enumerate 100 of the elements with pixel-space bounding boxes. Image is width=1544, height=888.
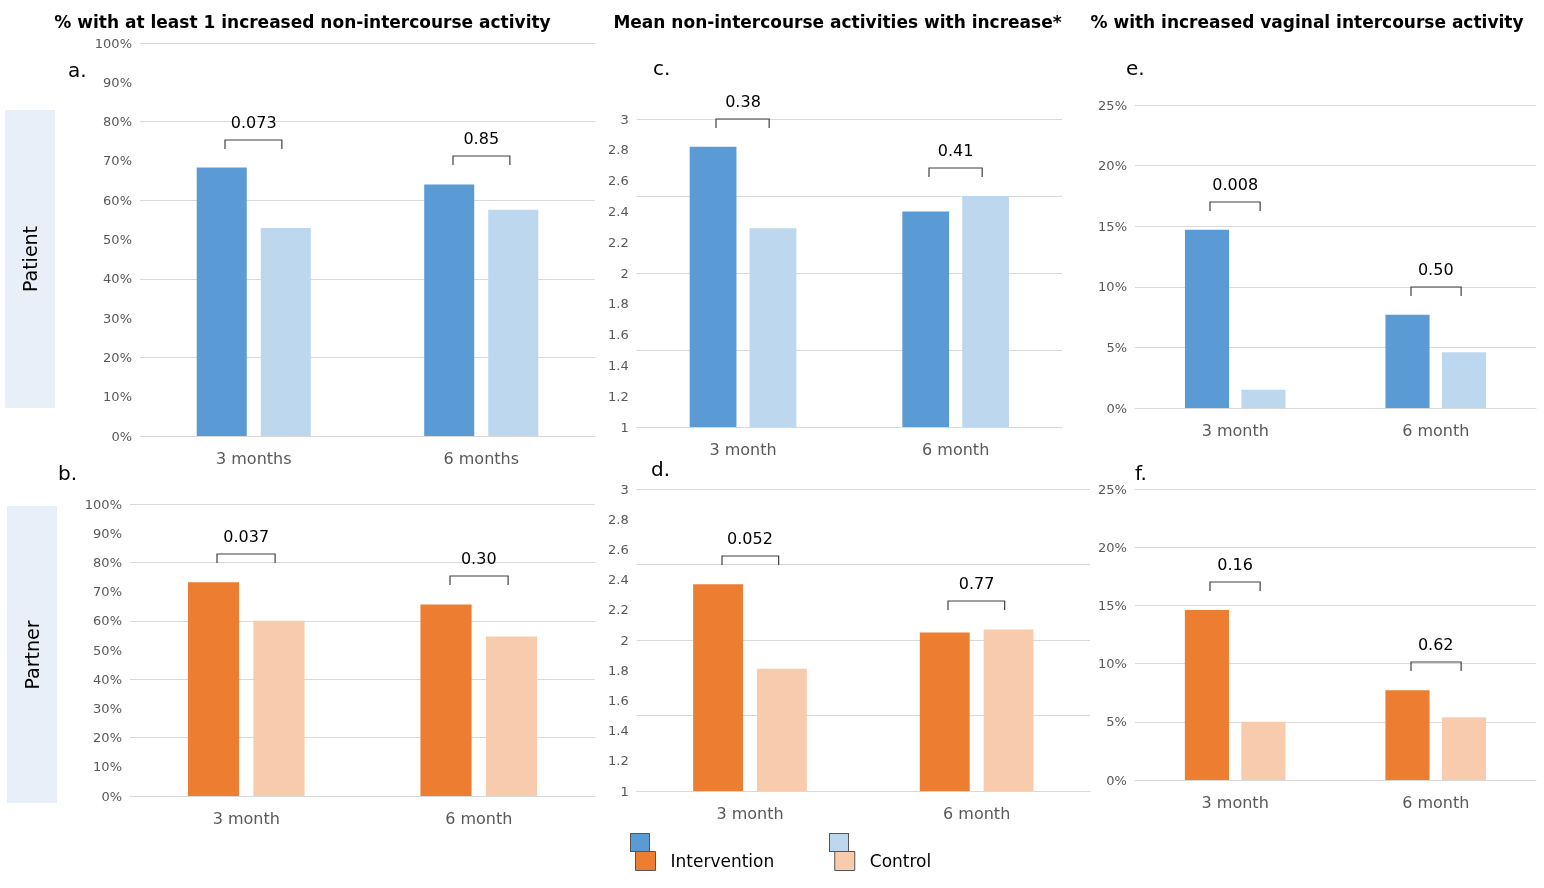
annotation: 0.16 xyxy=(1217,555,1253,575)
y-tick-label: 2.2 xyxy=(607,234,629,250)
y-tick-label: 1.6 xyxy=(607,327,629,343)
text: b. xyxy=(58,461,78,485)
chart-title: Mean non-intercourse activities with increase* xyxy=(613,11,1062,32)
y-tick-label: 1.6 xyxy=(607,692,629,708)
y-tick-label: 90% xyxy=(103,74,132,90)
y-tick-label: 50% xyxy=(93,642,122,658)
y-tick-label: 15% xyxy=(1098,218,1127,234)
y-tick-label: 70% xyxy=(93,584,122,600)
y-tick-label: 3 xyxy=(620,481,629,497)
y-tick-label: 5% xyxy=(1106,714,1127,730)
y-tick-label: 40% xyxy=(103,271,132,287)
annotation: 0.50 xyxy=(1417,259,1454,279)
y-tick-label: 30% xyxy=(93,700,122,716)
bar xyxy=(1385,690,1430,780)
text: f. xyxy=(1135,461,1147,485)
y-tick-label: 2.8 xyxy=(607,142,629,158)
y-tick-label: 2.4 xyxy=(607,572,629,588)
y-tick-label: 3 xyxy=(620,111,629,127)
x-tick-label: 3 month xyxy=(1201,792,1269,812)
y-tick-label: 60% xyxy=(93,613,122,629)
y-tick-label: 25% xyxy=(1098,97,1127,113)
y-tick-label: 20% xyxy=(1097,539,1127,555)
y-tick-label: 2.8 xyxy=(607,511,629,527)
chart-title: % with at least 1 increased non-intercourse activity xyxy=(54,11,551,32)
annotation: 0.77 xyxy=(958,574,995,594)
annotation: 0.41 xyxy=(937,141,974,160)
text: d. xyxy=(651,457,671,481)
annotation: 0.62 xyxy=(1417,635,1454,655)
y-tick-label: 1.8 xyxy=(607,296,629,312)
annotation: 0.073 xyxy=(230,112,277,132)
x-tick-label: 6 month xyxy=(1402,420,1470,440)
bar xyxy=(1184,610,1229,780)
y-tick-label: 0% xyxy=(111,428,132,444)
bar xyxy=(187,582,240,796)
y-tick-label: 1.4 xyxy=(607,723,629,739)
text: a. xyxy=(68,58,87,82)
bar xyxy=(253,620,305,796)
y-tick-label: 2.6 xyxy=(607,173,629,189)
bar xyxy=(485,636,538,796)
y-tick-label: 1.4 xyxy=(607,357,629,373)
bar xyxy=(488,209,539,436)
x-tick-label: 6 month xyxy=(922,439,990,459)
y-tick-label: 5% xyxy=(1106,339,1127,355)
bar xyxy=(196,167,247,436)
y-tick-label: 2 xyxy=(620,632,629,648)
annotation: 0.008 xyxy=(1212,174,1259,194)
y-tick-label: 1 xyxy=(620,783,629,799)
y-tick-label: 100% xyxy=(84,496,122,512)
y-tick-label: 100% xyxy=(94,35,132,51)
x-tick-label: 6 month xyxy=(1402,792,1470,812)
y-tick-label: 2.6 xyxy=(607,541,629,557)
y-tick-label: 50% xyxy=(103,232,132,247)
x-tick-label: 6 month xyxy=(943,803,1011,823)
legend-label: Control xyxy=(869,851,932,871)
y-tick-label: 0% xyxy=(1106,400,1127,416)
x-tick-label: 3 month xyxy=(716,803,784,823)
bar xyxy=(260,228,311,436)
x-tick-label: 3 month xyxy=(1201,420,1269,440)
text: e. xyxy=(1126,56,1145,80)
x-tick-label: 3 months xyxy=(215,448,292,468)
bar xyxy=(1184,229,1230,408)
chart-title: % with increased vaginal intercourse activity xyxy=(1090,11,1524,32)
y-tick-label: 10% xyxy=(1097,656,1127,672)
legend-label: Intervention xyxy=(670,851,775,871)
y-tick-label: 20% xyxy=(93,730,122,746)
x-tick-label: 3 month xyxy=(709,439,777,459)
row-header: Partner xyxy=(7,506,57,803)
y-tick-label: 30% xyxy=(103,310,132,326)
bar xyxy=(1441,352,1487,408)
y-tick-label: 20% xyxy=(103,349,132,365)
annotation: 0.052 xyxy=(727,529,773,549)
annotation: 0.037 xyxy=(223,527,270,547)
y-tick-label: 2.2 xyxy=(607,602,629,618)
y-tick-label: 25% xyxy=(1097,481,1127,497)
y-tick-label: 60% xyxy=(103,192,132,208)
y-tick-label: 2 xyxy=(620,265,629,281)
y-tick-label: 1.2 xyxy=(607,388,629,404)
y-tick-label: 2.4 xyxy=(607,203,629,219)
bar xyxy=(420,604,472,796)
annotation: 0.30 xyxy=(460,549,497,569)
text: 0.38 xyxy=(725,91,761,111)
annotation: 0.85 xyxy=(463,129,500,149)
y-tick-label: 10% xyxy=(103,389,132,405)
y-tick-label: 10% xyxy=(93,759,122,775)
bar xyxy=(1385,314,1430,408)
x-tick-label: 6 month xyxy=(445,808,513,828)
y-tick-label: 80% xyxy=(93,554,122,570)
y-tick-label: 80% xyxy=(103,114,132,130)
y-tick-label: 90% xyxy=(93,525,122,541)
row-header: Patient xyxy=(5,110,55,408)
x-tick-label: 3 month xyxy=(212,808,280,828)
y-tick-label: 1.2 xyxy=(607,753,629,769)
y-tick-label: 10% xyxy=(1098,279,1127,295)
x-tick-label: 6 months xyxy=(443,448,520,468)
bar xyxy=(424,184,475,436)
y-tick-label: 1 xyxy=(620,419,629,435)
y-tick-label: 40% xyxy=(93,671,122,687)
y-tick-label: 0% xyxy=(1106,772,1127,788)
